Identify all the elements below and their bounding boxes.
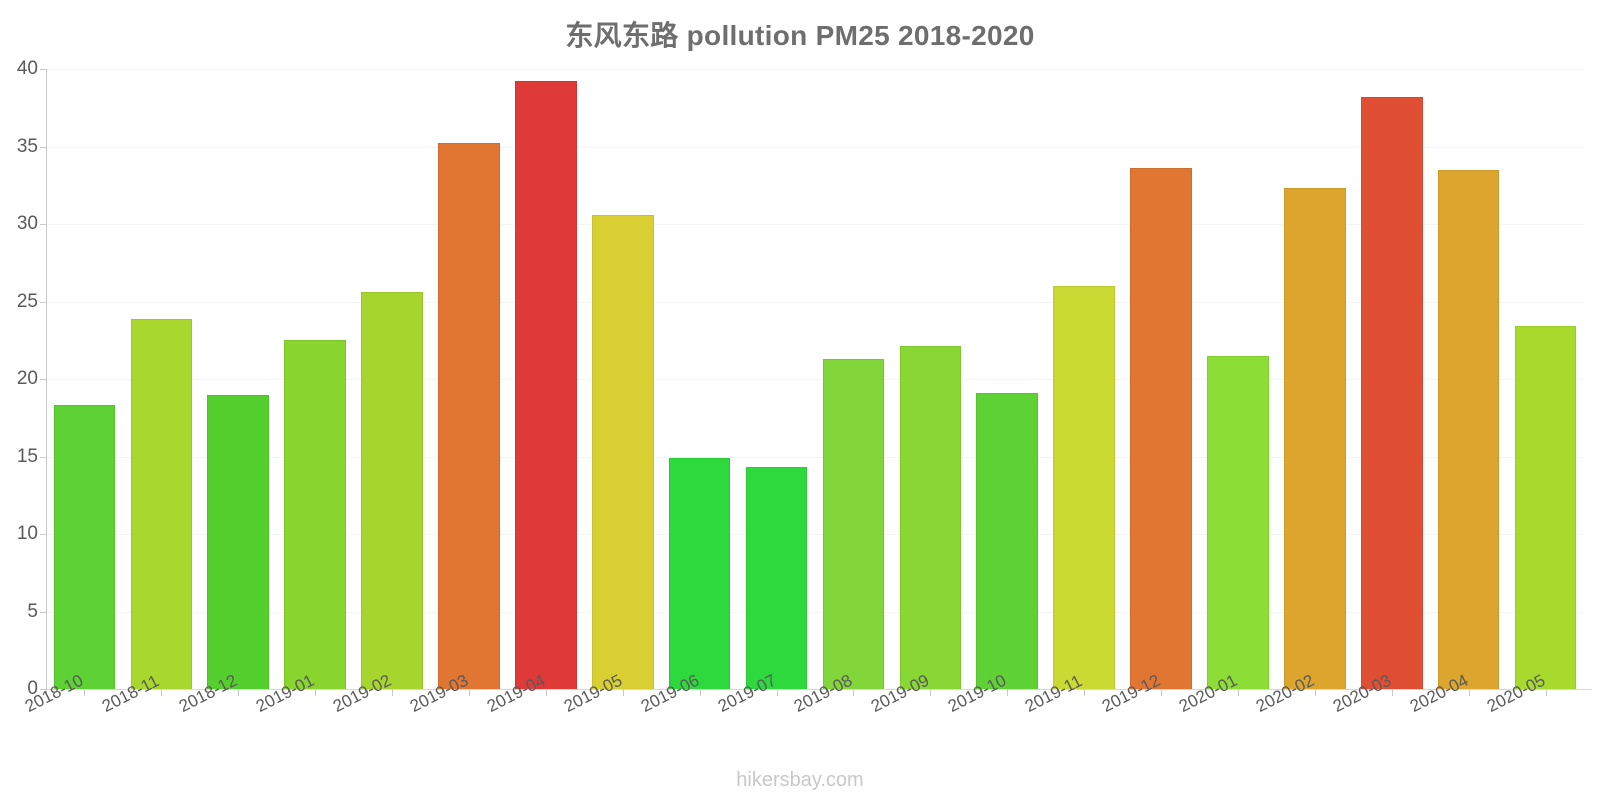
gridline bbox=[46, 534, 1584, 535]
x-tick-mark bbox=[1161, 689, 1163, 696]
x-tick-mark bbox=[1468, 689, 1470, 696]
bar[interactable] bbox=[899, 346, 962, 689]
x-tick-mark bbox=[315, 689, 317, 696]
x-tick-mark bbox=[84, 689, 86, 696]
y-tick-mark bbox=[40, 611, 47, 613]
bar-slot bbox=[1514, 69, 1577, 689]
y-tick-mark bbox=[40, 224, 47, 225]
bar-slot bbox=[438, 69, 500, 689]
bar-slot bbox=[976, 69, 1038, 689]
bar[interactable] bbox=[591, 214, 654, 689]
x-tick-mark bbox=[1007, 689, 1009, 696]
bar-slot bbox=[1360, 69, 1423, 689]
bar-slot bbox=[591, 69, 654, 689]
bar[interactable] bbox=[1284, 188, 1346, 689]
bar[interactable] bbox=[515, 81, 577, 689]
bar-slot bbox=[822, 69, 885, 689]
bar-slot bbox=[207, 69, 269, 689]
y-tick-mark bbox=[40, 689, 47, 690]
x-tick-mark bbox=[853, 689, 855, 696]
y-tick-label: 20 bbox=[16, 368, 38, 389]
bar-slot bbox=[1130, 69, 1192, 689]
y-tick-mark bbox=[40, 456, 47, 458]
bar[interactable] bbox=[745, 467, 808, 689]
bar[interactable] bbox=[1437, 169, 1500, 689]
bar-slot bbox=[130, 69, 193, 689]
bar[interactable] bbox=[976, 392, 1038, 689]
y-tick-mark bbox=[40, 146, 47, 148]
gridline bbox=[46, 611, 1584, 613]
bar-slot bbox=[745, 69, 808, 689]
x-tick-mark bbox=[545, 689, 547, 696]
bar[interactable] bbox=[130, 318, 193, 689]
bars-container bbox=[46, 69, 1584, 689]
bar-slot bbox=[1207, 69, 1269, 689]
x-tick-mark bbox=[1391, 689, 1393, 696]
bar[interactable] bbox=[361, 292, 423, 689]
footer-credit: hikersbay.com bbox=[736, 769, 864, 791]
bar[interactable] bbox=[1053, 286, 1115, 689]
bar-slot bbox=[361, 69, 423, 689]
x-tick-mark bbox=[1237, 689, 1239, 696]
bar[interactable] bbox=[53, 405, 116, 689]
bar[interactable] bbox=[1130, 168, 1192, 689]
gridline bbox=[46, 456, 1584, 458]
x-tick-mark bbox=[238, 689, 240, 696]
x-tick-mark bbox=[776, 689, 778, 696]
y-tick-label: 0 bbox=[27, 678, 38, 699]
bar[interactable] bbox=[1514, 326, 1577, 689]
bar-slot bbox=[1053, 69, 1115, 689]
bar-slot bbox=[515, 69, 577, 689]
y-tick-mark bbox=[40, 534, 47, 535]
x-tick-mark bbox=[1314, 689, 1316, 696]
x-tick-mark bbox=[930, 689, 932, 696]
y-tick-label: 10 bbox=[16, 523, 38, 544]
bar[interactable] bbox=[207, 394, 269, 689]
y-tick-mark bbox=[40, 69, 47, 70]
x-tick-mark bbox=[468, 689, 470, 696]
gridline bbox=[46, 69, 1584, 70]
y-tick-mark bbox=[40, 301, 47, 303]
bar-slot bbox=[284, 69, 346, 689]
y-tick-mark bbox=[40, 379, 47, 380]
x-tick-mark bbox=[699, 689, 701, 696]
y-axis-line bbox=[46, 69, 47, 695]
gridline bbox=[46, 224, 1584, 225]
x-axis-ticks: 2018-10 2018-11 2018-12 2019-01 2019-02 2019-… bbox=[22, 671, 1584, 779]
x-tick-mark bbox=[1545, 689, 1547, 696]
y-tick-label: 25 bbox=[16, 290, 38, 312]
gridline bbox=[46, 146, 1584, 148]
x-tick-mark bbox=[1084, 689, 1086, 696]
bar[interactable] bbox=[438, 143, 500, 689]
x-tick-mark bbox=[161, 689, 163, 696]
bar[interactable] bbox=[284, 340, 346, 689]
bar[interactable] bbox=[822, 358, 885, 689]
x-axis-line bbox=[40, 689, 1592, 690]
y-tick-label: 15 bbox=[16, 445, 38, 467]
y-tick-label: 30 bbox=[16, 213, 38, 234]
bar-slot bbox=[899, 69, 962, 689]
gridline bbox=[46, 379, 1584, 380]
gridline bbox=[46, 301, 1584, 303]
bar[interactable] bbox=[1207, 355, 1269, 689]
x-tick-mark bbox=[392, 689, 394, 696]
y-tick-label: 35 bbox=[16, 135, 38, 157]
bar-slot bbox=[53, 69, 116, 689]
y-tick-label: 40 bbox=[16, 58, 38, 79]
bar-slot bbox=[668, 69, 731, 689]
y-tick-label: 5 bbox=[27, 600, 38, 622]
bar-slot bbox=[1284, 69, 1346, 689]
bar-slot bbox=[1437, 69, 1500, 689]
page-title: 东风东路 pollution PM25 2018-2020 bbox=[565, 20, 1035, 51]
bar[interactable] bbox=[1360, 96, 1423, 689]
x-tick-mark bbox=[622, 689, 624, 696]
bar[interactable] bbox=[668, 458, 731, 689]
